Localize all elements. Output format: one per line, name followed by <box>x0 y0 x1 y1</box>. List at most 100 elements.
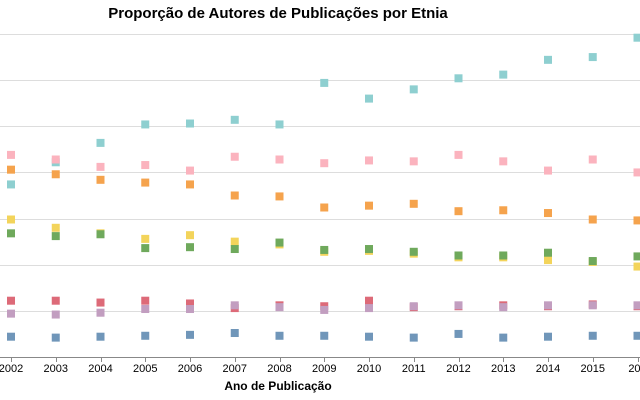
data-point-series-3 <box>499 206 508 215</box>
data-point-series-1 <box>633 33 640 42</box>
data-point-series-7 <box>141 305 150 314</box>
x-tick-label: 2009 <box>312 363 336 375</box>
x-tick-label: 2005 <box>133 363 157 375</box>
data-point-series-8 <box>544 332 552 341</box>
data-point-series-5 <box>275 238 284 247</box>
data-point-series-5 <box>51 232 60 241</box>
data-point-series-7 <box>365 304 373 313</box>
data-point-series-2 <box>51 155 60 164</box>
data-point-series-7 <box>96 308 105 317</box>
data-point-series-4 <box>141 234 150 243</box>
data-point-series-7 <box>544 301 552 310</box>
data-point-series-8 <box>588 331 597 340</box>
x-tick-label: 2008 <box>267 363 291 375</box>
x-tick-label: 2012 <box>446 363 470 375</box>
data-point-series-2 <box>96 162 105 171</box>
data-point-series-6 <box>96 298 105 307</box>
data-point-series-5 <box>588 257 597 266</box>
data-point-series-6 <box>51 296 60 305</box>
data-point-series-4 <box>186 231 194 240</box>
data-point-series-3 <box>454 207 463 216</box>
data-point-series-4 <box>230 237 239 246</box>
data-points <box>7 33 640 342</box>
data-point-series-3 <box>51 170 60 179</box>
data-point-series-8 <box>365 332 373 341</box>
data-point-series-2 <box>633 168 640 177</box>
data-point-series-5 <box>186 243 194 252</box>
data-point-series-1 <box>186 119 194 128</box>
data-point-series-7 <box>409 302 418 311</box>
x-tick-label: 2011 <box>402 363 426 375</box>
x-tick-label: 2015 <box>581 363 605 375</box>
data-point-series-7 <box>320 305 329 314</box>
x-axis: 2002 2003 2004 2005 2006 2007 2008 2009 2010 2011… <box>0 357 640 375</box>
data-point-series-8 <box>7 332 15 341</box>
data-point-series-2 <box>186 166 194 175</box>
data-point-series-7 <box>230 301 239 310</box>
data-point-series-2 <box>409 157 418 166</box>
x-tick-label: 201 <box>628 363 640 375</box>
data-point-series-3 <box>186 180 194 189</box>
data-point-series-3 <box>275 192 284 201</box>
x-tick-label: 2003 <box>44 363 68 375</box>
data-point-series-5 <box>320 245 329 254</box>
data-point-series-7 <box>275 303 284 312</box>
data-point-series-5 <box>409 247 418 256</box>
data-point-series-2 <box>544 166 552 175</box>
data-point-series-3 <box>7 165 15 174</box>
x-tick-label: 2014 <box>536 363 560 375</box>
data-point-series-8 <box>409 333 418 342</box>
data-point-series-8 <box>320 331 329 340</box>
data-point-series-8 <box>499 333 508 342</box>
data-point-series-1 <box>230 115 239 124</box>
data-point-series-5 <box>365 245 373 254</box>
x-tick-label: 2010 <box>357 363 381 375</box>
data-point-series-3 <box>141 178 150 187</box>
data-point-series-7 <box>454 301 463 310</box>
data-point-series-3 <box>230 191 239 200</box>
data-point-series-1 <box>409 85 418 94</box>
data-point-series-2 <box>141 161 150 170</box>
data-point-series-1 <box>96 138 105 147</box>
data-point-series-8 <box>454 329 463 338</box>
data-point-series-1 <box>7 180 15 189</box>
x-tick-label: 2013 <box>491 363 515 375</box>
x-tick-label: 2002 <box>0 363 23 375</box>
x-tick-label: 2007 <box>223 363 247 375</box>
data-point-series-3 <box>633 216 640 225</box>
data-point-series-2 <box>454 150 463 159</box>
data-point-series-7 <box>633 301 640 310</box>
data-point-series-2 <box>320 159 329 168</box>
x-tick-label: 2006 <box>178 363 202 375</box>
data-point-series-2 <box>588 155 597 164</box>
data-point-series-2 <box>230 152 239 161</box>
data-point-series-8 <box>275 331 284 340</box>
data-point-series-5 <box>544 248 552 257</box>
data-point-series-8 <box>96 332 105 341</box>
data-point-series-8 <box>230 329 239 338</box>
data-point-series-1 <box>544 55 552 64</box>
data-point-series-6 <box>7 296 15 305</box>
data-point-series-1 <box>588 53 597 62</box>
data-point-series-3 <box>96 175 105 184</box>
data-point-series-7 <box>588 301 597 310</box>
data-point-series-4 <box>633 262 640 271</box>
data-point-series-4 <box>7 215 15 224</box>
x-tick-label: 2004 <box>88 363 112 375</box>
data-point-series-2 <box>365 156 373 165</box>
data-point-series-8 <box>141 331 150 340</box>
data-point-series-1 <box>141 120 150 129</box>
data-point-series-3 <box>365 201 373 210</box>
data-point-series-4 <box>544 256 552 265</box>
data-point-series-8 <box>186 330 194 339</box>
x-axis-title: Ano de Publicação <box>224 379 331 393</box>
data-point-series-3 <box>409 199 418 208</box>
data-point-series-7 <box>499 303 508 312</box>
chart-title: Proporção de Autores de Publicações por … <box>108 5 448 22</box>
data-point-series-3 <box>544 209 552 218</box>
data-point-series-2 <box>499 157 508 166</box>
data-point-series-6 <box>141 296 150 305</box>
data-point-series-5 <box>96 230 105 239</box>
data-point-series-5 <box>230 245 239 254</box>
data-point-series-7 <box>7 309 15 318</box>
